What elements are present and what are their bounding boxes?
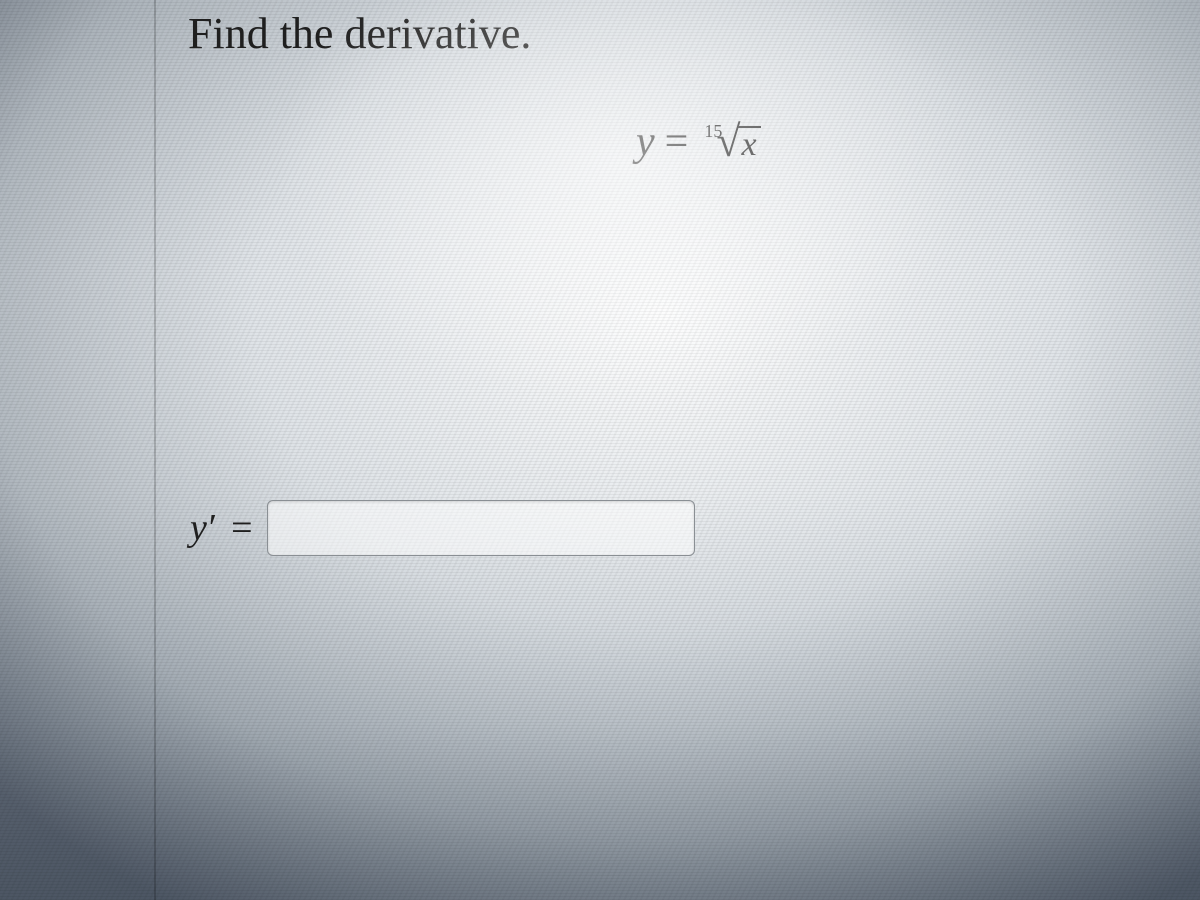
answer-label-variable: y bbox=[190, 507, 207, 549]
derivative-answer-input[interactable] bbox=[267, 500, 695, 556]
answer-equals: = bbox=[231, 506, 252, 550]
answer-label-prime: ′ bbox=[209, 507, 217, 549]
equation-equals: = bbox=[665, 118, 689, 166]
given-equation: y = 15 √ x bbox=[636, 118, 761, 166]
answer-label: y′ bbox=[190, 506, 217, 550]
radicand: x bbox=[738, 126, 761, 164]
answer-row: y′ = bbox=[190, 500, 695, 556]
content-left-border bbox=[154, 0, 156, 900]
equation-nth-root: 15 √ x bbox=[704, 120, 760, 164]
equation-lhs-variable: y bbox=[636, 118, 655, 166]
question-prompt: Find the derivative. bbox=[188, 8, 531, 59]
